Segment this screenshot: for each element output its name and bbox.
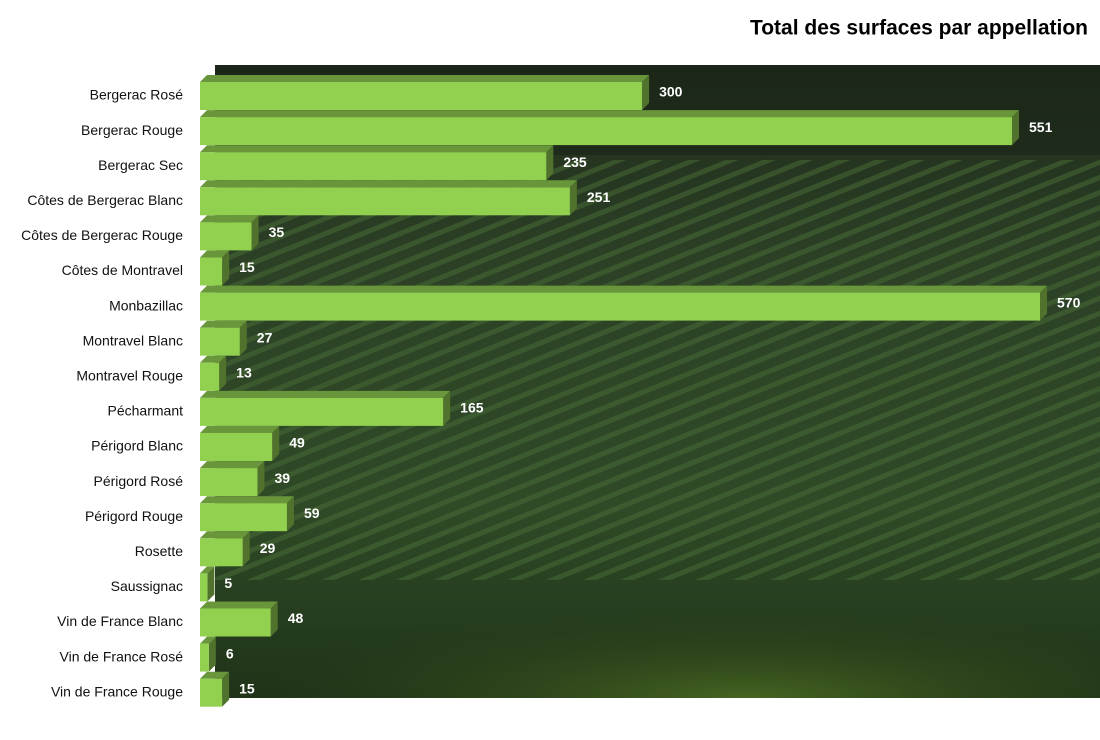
category-label: Bergerac Sec — [98, 157, 183, 173]
value-label: 5 — [224, 575, 232, 591]
bar-top — [200, 145, 554, 153]
bar-side — [443, 390, 451, 426]
bar-side — [286, 496, 294, 532]
bar — [200, 362, 220, 391]
bar — [200, 538, 243, 567]
category-label: Montravel Rouge — [76, 368, 183, 384]
bar-side — [208, 636, 216, 672]
background-photo — [215, 65, 1100, 698]
value-label: 48 — [288, 610, 304, 626]
bar-side — [1040, 285, 1047, 321]
bar — [200, 257, 223, 286]
bar-side — [272, 426, 280, 461]
bar-top — [200, 285, 1047, 293]
category-label: Rosette — [135, 543, 183, 559]
bar — [200, 222, 252, 251]
bar — [200, 327, 240, 356]
value-label: 15 — [239, 259, 255, 275]
bar — [200, 678, 223, 707]
bar-top — [200, 671, 230, 679]
bar-side — [251, 215, 259, 251]
category-label: Bergerac Rosé — [90, 87, 184, 103]
category-label: Montravel Blanc — [83, 332, 183, 348]
category-label: Périgord Blanc — [91, 438, 183, 454]
value-label: 6 — [226, 645, 234, 661]
chart-title: Total des surfaces par appellation — [750, 17, 1088, 40]
category-label: Monbazillac — [109, 297, 183, 313]
category-label: Vin de France Rouge — [51, 683, 183, 699]
value-label: 251 — [587, 189, 611, 205]
bar-top — [200, 496, 294, 504]
value-label: 551 — [1029, 119, 1053, 135]
value-label: 235 — [563, 154, 587, 170]
bar-side — [242, 531, 250, 567]
bar-top — [200, 75, 650, 82]
bar — [200, 503, 287, 532]
bar — [200, 152, 547, 181]
bar-top — [200, 320, 247, 328]
value-label: 13 — [236, 365, 252, 381]
bar-top — [200, 250, 230, 258]
category-label: Côtes de Montravel — [62, 262, 183, 278]
category-label: Pécharmant — [108, 403, 184, 419]
bar — [200, 82, 643, 110]
category-label: Vin de France Rosé — [60, 648, 184, 664]
category-label: Côtes de Bergerac Rouge — [21, 227, 183, 243]
bar-side — [219, 355, 227, 391]
bar — [200, 433, 273, 461]
bar — [200, 397, 444, 426]
bar-side — [546, 145, 554, 181]
bar-top — [200, 531, 250, 539]
bar-top — [200, 601, 278, 609]
bar — [200, 187, 570, 216]
value-label: 59 — [304, 505, 320, 521]
category-label: Côtes de Bergerac Blanc — [27, 192, 183, 208]
bar-top — [200, 390, 451, 398]
bar-top — [200, 180, 577, 188]
bar-side — [569, 180, 577, 216]
bar-side — [207, 566, 215, 602]
bar-top — [200, 110, 1019, 118]
value-label: 29 — [260, 540, 276, 556]
bar — [200, 643, 209, 672]
category-label: Périgord Rouge — [85, 508, 183, 524]
category-label: Vin de France Blanc — [57, 613, 183, 629]
bar-side — [1012, 110, 1019, 146]
bar-side — [270, 601, 278, 637]
bar — [200, 292, 1040, 321]
bar-side — [642, 75, 650, 110]
value-label: 15 — [239, 680, 255, 696]
bar-top — [200, 355, 227, 363]
value-label: 165 — [460, 400, 484, 416]
category-label: Périgord Rosé — [94, 473, 184, 489]
bar-top — [200, 426, 280, 433]
value-label: 35 — [269, 224, 285, 240]
category-label: Saussignac — [111, 578, 183, 594]
value-label: 39 — [274, 470, 290, 486]
bar-top — [200, 215, 259, 223]
bar-side — [239, 320, 247, 356]
bar — [200, 608, 271, 637]
bar-side — [222, 671, 230, 707]
bar-side — [257, 461, 265, 497]
bar-top — [200, 566, 215, 574]
bar-top — [200, 636, 216, 644]
value-label: 570 — [1057, 294, 1081, 310]
bar — [200, 468, 258, 497]
value-label: 300 — [659, 84, 683, 100]
bar — [200, 573, 208, 602]
value-label: 27 — [257, 329, 273, 345]
bar — [200, 117, 1012, 146]
category-label: Bergerac Rouge — [81, 122, 183, 138]
bar-side — [222, 250, 230, 286]
value-label: 49 — [289, 435, 305, 451]
bar-top — [200, 461, 265, 469]
